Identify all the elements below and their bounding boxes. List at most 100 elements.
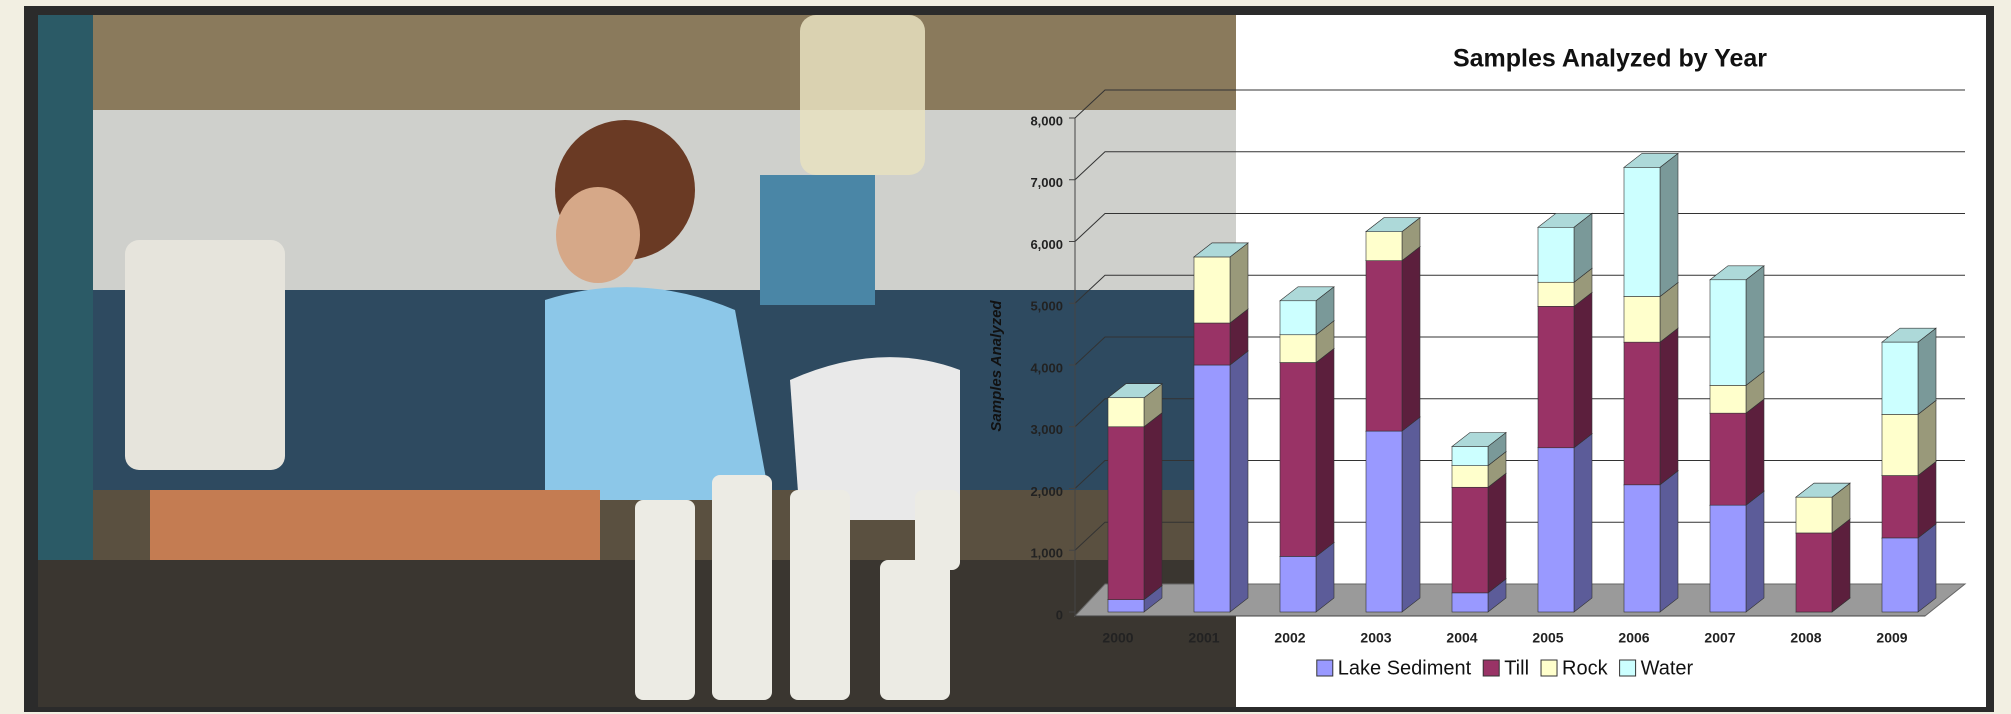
y-tick-label: 1,000 [1030, 546, 1063, 561]
bar-side [1745, 490, 1765, 613]
bar [1365, 231, 1403, 261]
bar [1193, 364, 1231, 613]
bar [1709, 385, 1747, 414]
bar [1537, 447, 1575, 613]
carboy [800, 15, 925, 175]
bar [1537, 306, 1575, 449]
bar [1623, 296, 1661, 343]
bar-side [1487, 472, 1507, 594]
x-tick-label: 2004 [1446, 630, 1477, 646]
bar-segment [1623, 327, 1679, 486]
cups [635, 475, 960, 700]
x-tick-label: 2000 [1102, 630, 1133, 646]
grid-line [1074, 213, 1965, 242]
monitor [125, 240, 285, 470]
y-axis-title: Samples Analyzed [988, 300, 1005, 432]
grid-line [1074, 521, 1965, 551]
bar [1623, 341, 1661, 486]
bar [1193, 256, 1231, 324]
y-tick-label: 8,000 [1030, 113, 1063, 128]
bar-side [1745, 265, 1765, 386]
bar-top [1193, 242, 1249, 258]
y-tick-label: 3,000 [1030, 422, 1063, 437]
bar-side [1401, 416, 1421, 613]
bar-side [1659, 327, 1679, 486]
bar-side [1659, 152, 1679, 298]
bar [1365, 260, 1403, 432]
bar-segment [1795, 482, 1851, 498]
door [38, 15, 93, 575]
grid-line [1074, 274, 1965, 304]
bar-segment [1537, 433, 1593, 613]
bar-top [1365, 217, 1421, 232]
bar-segment [1365, 246, 1421, 432]
x-tick-label: 2001 [1188, 630, 1219, 646]
bar-top [1795, 482, 1851, 498]
bar-segment [1107, 412, 1163, 601]
bar [1107, 426, 1145, 600]
bar-side [1401, 246, 1421, 432]
bar-side [1229, 350, 1249, 613]
bar-segment [1279, 286, 1335, 336]
bar [1279, 556, 1317, 613]
bar-side [1831, 518, 1851, 613]
bar-segment [1537, 291, 1593, 449]
bar-top [1107, 383, 1163, 399]
grid-line [1074, 89, 1965, 119]
x-tick-label: 2003 [1360, 630, 1391, 646]
bar [1623, 484, 1661, 613]
legend-swatch [1540, 659, 1558, 677]
coat [790, 357, 960, 520]
box [760, 175, 875, 305]
legend-label: Till [1504, 657, 1529, 679]
y-tick-label: 7,000 [1030, 175, 1063, 190]
bar [1365, 430, 1403, 613]
y-tick-label: 4,000 [1030, 360, 1063, 375]
bar-side [1917, 523, 1937, 613]
bar [1193, 322, 1231, 366]
grid-line [1074, 151, 1965, 181]
bar-segment [1623, 152, 1679, 298]
cup-stack [635, 500, 695, 700]
bar [1279, 300, 1317, 336]
bar-segment [1365, 416, 1421, 613]
bar [1537, 226, 1575, 283]
x-tick-label: 2006 [1618, 630, 1649, 646]
cup-stack [880, 560, 950, 700]
x-tick-label: 2009 [1876, 630, 1907, 646]
legend-swatch [1619, 659, 1637, 677]
bar [1279, 362, 1317, 557]
legend: Lake Sediment Till Rock Water [1316, 657, 1694, 679]
bar [1709, 412, 1747, 506]
x-tick-label: 2008 [1790, 630, 1821, 646]
bar [1795, 532, 1833, 613]
bar [1709, 279, 1747, 386]
bar-segment [1623, 470, 1679, 613]
bar [1537, 281, 1575, 307]
bar-segment [1537, 212, 1593, 283]
bar [1709, 504, 1747, 613]
y-tick-label: 0 [1056, 607, 1063, 622]
cabinet [38, 15, 1236, 110]
legend-label: Water [1641, 657, 1694, 679]
face [556, 187, 640, 283]
bar-side [1573, 291, 1593, 449]
bar-segment [1193, 242, 1249, 258]
legend-swatch [1316, 659, 1334, 677]
cup-stack [790, 490, 850, 700]
x-tick-label: 2007 [1704, 630, 1735, 646]
bar [1451, 446, 1489, 466]
bar [1795, 496, 1833, 534]
cup-stack [712, 475, 772, 700]
legend-swatch [1482, 659, 1500, 677]
bar-segment [1107, 383, 1163, 399]
bar-segment [1193, 350, 1249, 613]
legend-label: Lake Sediment [1338, 657, 1472, 679]
bar-segment [1451, 431, 1507, 467]
chart-title: Samples Analyzed by Year [1453, 45, 1767, 73]
y-tick-label: 2,000 [1030, 484, 1063, 499]
bar-side [1917, 327, 1937, 416]
bar [1881, 475, 1919, 539]
bar-side [1745, 398, 1765, 506]
